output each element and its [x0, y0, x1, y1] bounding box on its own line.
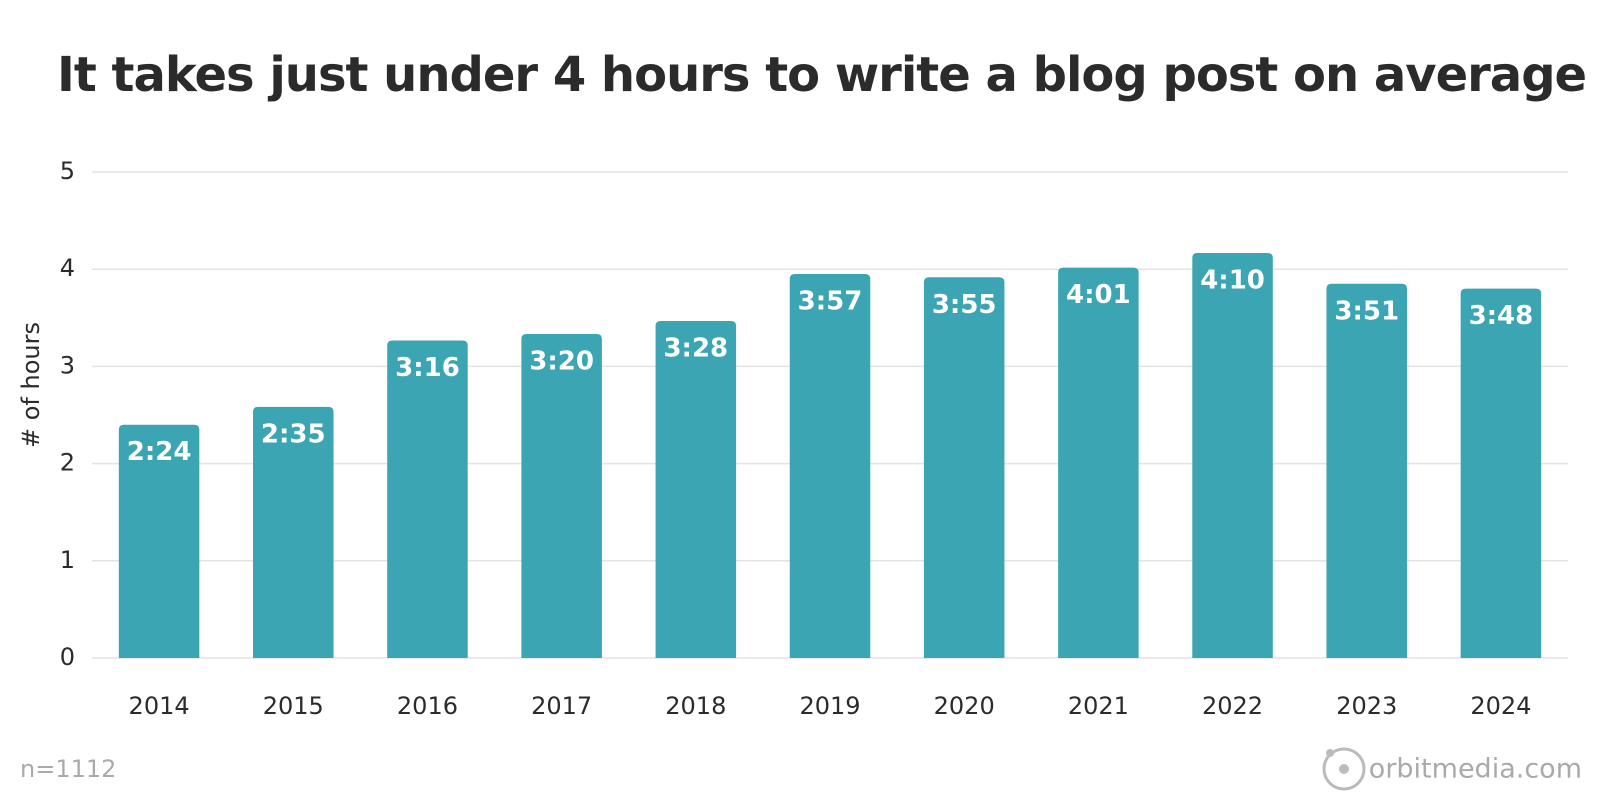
- bar: [521, 334, 602, 658]
- value-label: 3:20: [529, 347, 594, 377]
- value-label: 3:57: [798, 287, 863, 317]
- y-tick-label: 3: [60, 351, 75, 379]
- x-tick-label: 2015: [263, 692, 324, 720]
- x-tick-label: 2020: [934, 692, 995, 720]
- value-label: 2:35: [261, 419, 326, 449]
- bar: [655, 321, 737, 658]
- x-tick-label: 2022: [1202, 692, 1263, 720]
- bar: [118, 424, 200, 658]
- value-label: 3:16: [395, 353, 460, 383]
- bar: [1460, 288, 1542, 658]
- value-label: 4:10: [1200, 265, 1265, 295]
- x-tick-label: 2017: [531, 692, 592, 720]
- x-tick-label: 2014: [129, 692, 190, 720]
- bar: [1192, 252, 1273, 658]
- y-tick-label: 2: [60, 449, 75, 477]
- x-tick-label: 2016: [397, 692, 458, 720]
- x-tick-label: 2023: [1336, 692, 1397, 720]
- x-tick-label: 2024: [1470, 692, 1531, 720]
- value-label: 2:24: [127, 437, 192, 467]
- bar: [1326, 283, 1407, 658]
- x-tick-label: 2021: [1068, 692, 1129, 720]
- bar: [253, 406, 334, 658]
- x-tick-label: 2019: [799, 692, 860, 720]
- bar: [1058, 267, 1139, 658]
- value-label: 3:48: [1469, 301, 1534, 331]
- bar: [387, 340, 468, 658]
- y-axis-label: # of hours: [17, 322, 45, 448]
- value-label: 3:55: [932, 290, 997, 320]
- y-tick-label: 5: [60, 157, 75, 185]
- value-label: 3:28: [663, 334, 728, 364]
- y-tick-label: 4: [60, 254, 75, 282]
- bar: [923, 277, 1005, 658]
- chart-title: It takes just under 4 hours to write a b…: [57, 47, 1586, 103]
- value-label: 4:01: [1066, 280, 1131, 310]
- y-tick-label: 0: [60, 643, 75, 671]
- y-tick-label: 1: [60, 546, 75, 574]
- x-tick-label: 2018: [665, 692, 726, 720]
- value-label: 3:51: [1334, 296, 1399, 326]
- bar: [789, 274, 871, 658]
- source: orbitmedia.com: [1369, 754, 1582, 785]
- sample-note: n=1112: [20, 755, 116, 783]
- logo: [1322, 747, 1366, 791]
